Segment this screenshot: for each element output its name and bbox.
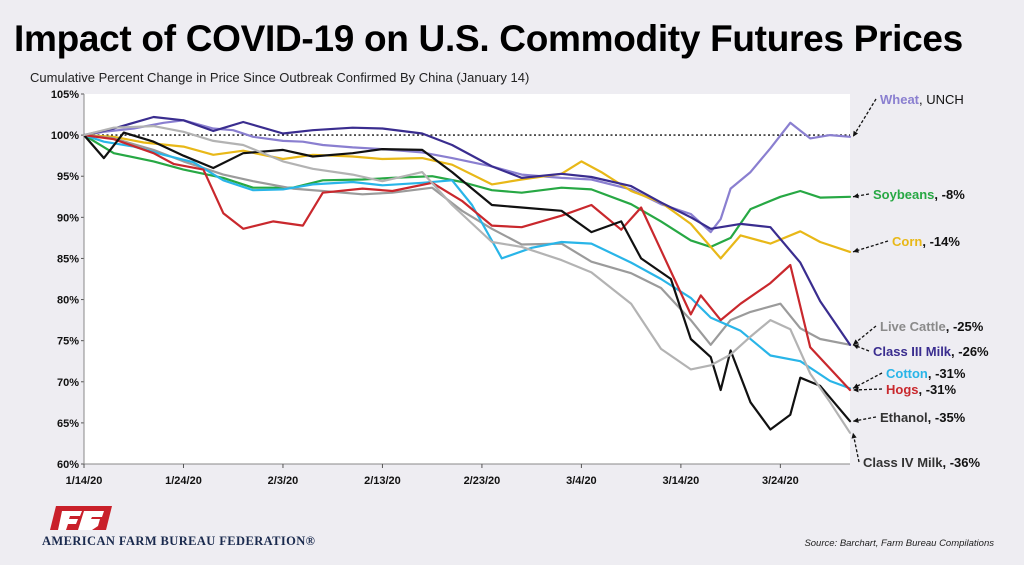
x-tick-label: 3/24/20 [762,475,799,487]
series-label-name: Ethanol [880,410,928,425]
label-arrow-class-iv-milk [851,432,857,439]
series-label-change: , UNCH [919,92,964,107]
series-label-change: , -31% [919,382,957,397]
series-label-hogs: Hogs, -31% [886,382,957,397]
label-arrow-wheat [853,130,859,137]
label-leader-cotton [852,372,883,389]
series-line-hogs [82,134,852,392]
y-tick-label: 105% [51,89,79,101]
series-label-soybeans: Soybeans, -8% [873,187,965,202]
series-label-name: Cotton [886,366,928,381]
series-label-ethanol: Ethanol, -35% [880,410,966,425]
series-label-change: , -14% [922,234,960,249]
series-line-class-iv-milk [82,124,852,434]
label-leader-wheat [852,98,877,138]
label-leader-soybeans [852,193,870,198]
series-line-soybeans [82,134,852,248]
y-tick-label: 85% [57,253,79,265]
y-tick-label: 60% [57,459,79,471]
source-note: Source: Barchart, Farm Bureau Compilatio… [804,538,994,549]
y-tick-label: 65% [57,418,79,430]
x-tick-label: 1/14/20 [66,475,103,487]
series-label-change: , -25% [946,319,984,334]
x-tick-label: 3/4/20 [566,475,597,487]
series-line-corn [82,134,852,260]
series-label-change: , -31% [928,366,966,381]
x-tick-label: 2/23/20 [464,475,501,487]
y-tick-label: 80% [57,295,79,307]
label-arrow-hogs [853,387,859,393]
series-label-name: Corn [892,234,922,249]
afbf-logo-icon [50,506,112,530]
series-label-cotton: Cotton, -31% [886,366,966,381]
series-label-change: , -8% [934,187,965,202]
series-label-name: Live Cattle [880,319,946,334]
x-tick-label: 3/14/20 [663,475,700,487]
series-label-live-cattle: Live Cattle, -25% [880,319,984,334]
label-arrow-class-iii-milk [853,344,859,350]
series-label-change: , -36% [942,455,980,470]
series-label-change: , -26% [951,344,989,359]
series-label-name: Soybeans [873,187,934,202]
y-tick-label: 95% [57,171,79,183]
chart-title: Impact of COVID-19 on U.S. Commodity Fut… [14,18,963,59]
y-tick-label: 70% [57,377,79,389]
series-label-name: Class III Milk [873,344,952,359]
organization-name: AMERICAN FARM BUREAU FEDERATION® [42,534,316,548]
label-arrow-corn [853,247,859,253]
x-tick-label: 2/13/20 [364,475,401,487]
plot-area [84,94,850,464]
series-label-corn: Corn, -14% [892,234,960,249]
label-leader-ethanol [852,416,877,422]
series-label-name: Class IV Milk [863,455,943,470]
y-tick-label: 90% [57,212,79,224]
y-tick-label: 75% [57,336,79,348]
series-label-change: , -35% [928,410,966,425]
label-arrow-soybeans [853,193,859,199]
y-tick-label: 100% [51,130,79,142]
series-line-cotton [82,134,852,390]
label-arrow-ethanol [853,417,859,423]
series-label-class-iii-milk: Class III Milk, -26% [873,344,989,359]
series-label-name: Hogs [886,382,919,397]
label-arrow-live-cattle [853,339,859,345]
label-arrow-cotton [853,383,859,389]
label-leader-corn [852,240,889,253]
series-label-wheat: Wheat, UNCH [880,92,964,107]
x-tick-label: 1/24/20 [165,475,202,487]
series-line-live-cattle [82,134,852,346]
label-leader-class-iii-milk [852,344,870,352]
chart-subtitle: Cumulative Percent Change in Price Since… [30,70,530,85]
series-label-name: Wheat [880,92,920,107]
series-label-class-iv-milk: Class IV Milk, -36% [863,455,980,470]
series-line-class-iii-milk [82,115,852,346]
x-tick-label: 2/3/20 [268,475,299,487]
series-line-ethanol [82,131,852,431]
